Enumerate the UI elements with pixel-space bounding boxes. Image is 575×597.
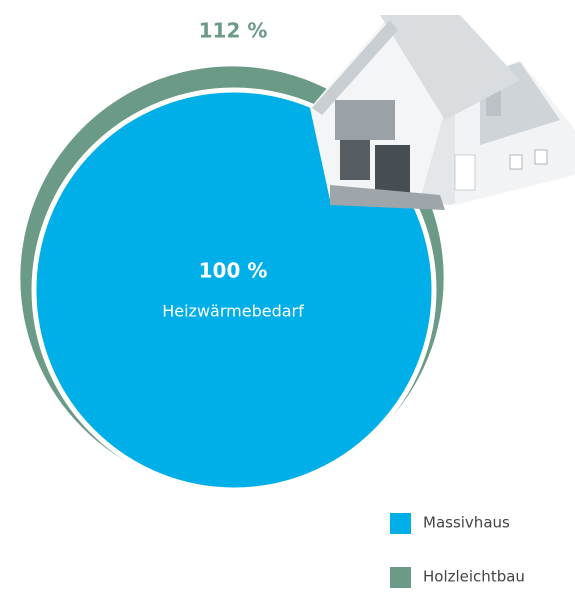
value-label: 100 % bbox=[199, 259, 268, 283]
house-illustration bbox=[310, 15, 575, 210]
legend-label: Holzleichtbau bbox=[423, 568, 525, 586]
value-label: 112 % bbox=[199, 19, 268, 43]
legend-swatch bbox=[390, 567, 411, 588]
legend-swatch bbox=[390, 513, 411, 534]
legend: Massivhaus Holzleichtbau bbox=[390, 513, 525, 588]
annotation: Heizwärmebedarf bbox=[162, 302, 304, 321]
chart: 112 % 100 % Heizwärmebedarf Massivhaus Ho… bbox=[0, 0, 575, 597]
legend-label: Massivhaus bbox=[423, 514, 510, 532]
